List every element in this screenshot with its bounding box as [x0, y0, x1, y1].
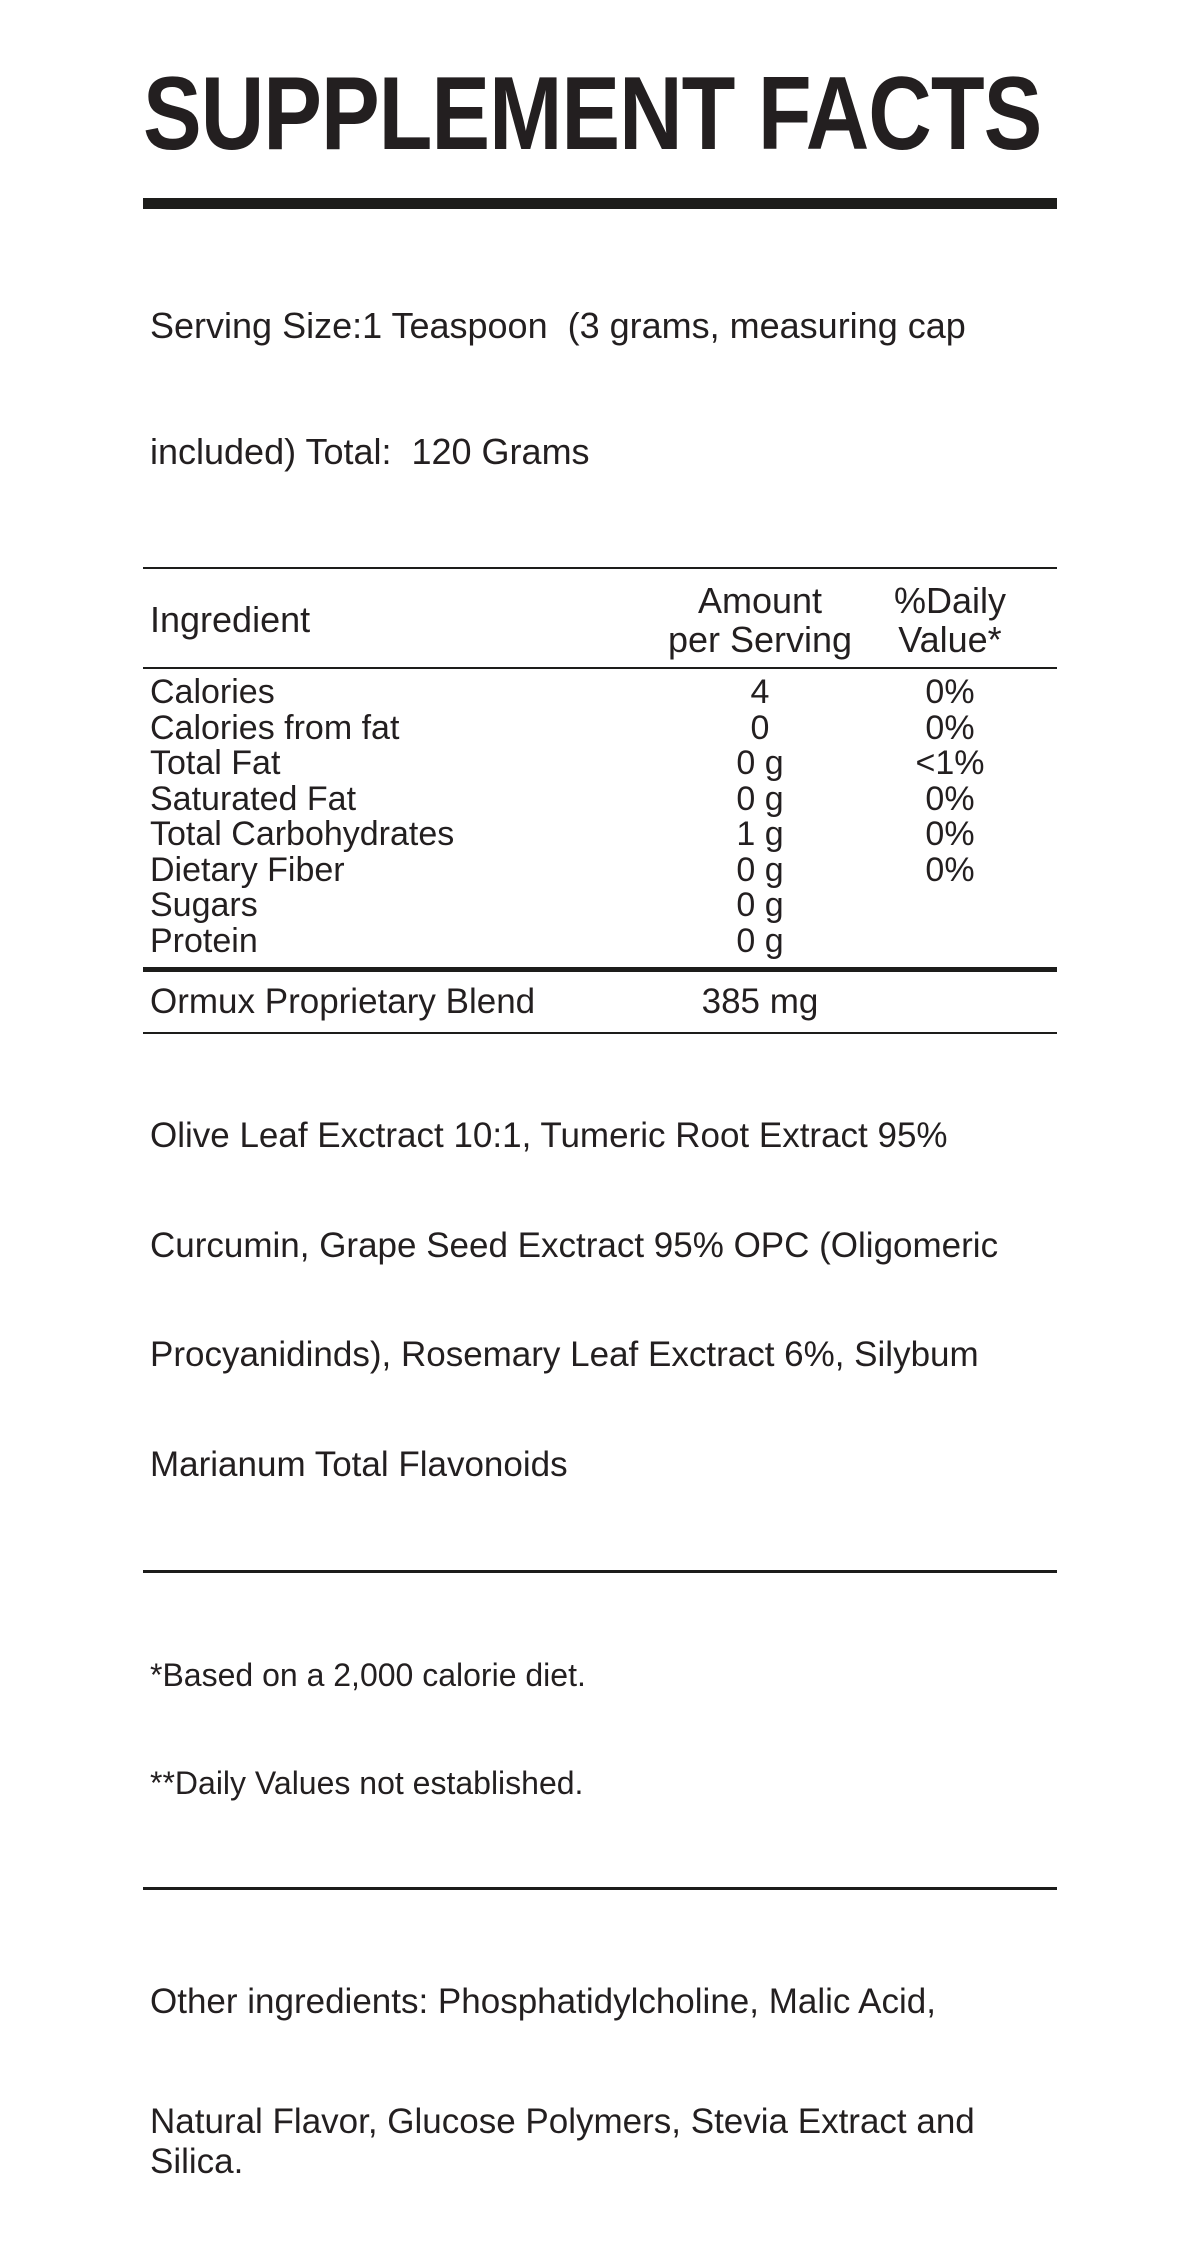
nutrient-daily-value: 0% [925, 815, 975, 853]
blend-description-line-3: Procyanidinds), Rosemary Leaf Exctract 6… [150, 1335, 979, 1374]
table-row: Total Carbohydrates 1 g 0% [143, 815, 1030, 853]
other-ingredients: Other ingredients: Phosphatidylcholine, … [143, 1902, 1057, 2262]
supplement-facts-label: SUPPLEMENT FACTS Serving Size:1 Teaspoon… [143, 0, 1057, 2262]
nutrient-amount: 0 g [736, 850, 784, 889]
nutrient-amount: 1 g [736, 815, 784, 853]
nutrient-name: Saturated Fat [150, 779, 357, 818]
title-divider-bar [143, 198, 1057, 209]
table-row: Saturated Fat 0 g 0% [143, 779, 1030, 818]
column-header-ingredient: Ingredient [150, 599, 311, 640]
proprietary-blend-row: Ormux Proprietary Blend 385 mg [143, 972, 1057, 1032]
nutrient-daily-value: 0% [925, 673, 975, 711]
blend-amount: 385 mg [701, 982, 819, 1021]
blend-description-line-2: Curcumin, Grape Seed Exctract 95% OPC (O… [150, 1225, 999, 1265]
nutrient-daily-value: 0% [925, 850, 975, 889]
nutrient-name: Total Carbohydrates [150, 815, 455, 853]
table-row: Calories from fat 0 0% [143, 708, 1030, 747]
serving-line-1: Serving Size:1 Teaspoon (3 grams, measur… [150, 305, 966, 346]
divider-above-blend [143, 967, 1057, 972]
blend-description: Olive Leaf Exctract 10:1, Tumeric Root E… [143, 1045, 1057, 1556]
blend-description-line-1: Olive Leaf Exctract 10:1, Tumeric Root E… [150, 1116, 948, 1155]
divider-above-other-ingredients [143, 1887, 1057, 1890]
nutrient-rows: Calories 4 0% Calories from fat 0 0% Tot… [143, 669, 1057, 967]
column-header-amount-line-1: Amount [697, 580, 823, 621]
serving-line-2: included) Total: 120 Grams [150, 431, 590, 472]
divider-above-header [143, 567, 1057, 569]
nutrient-amount: 4 [750, 673, 770, 711]
blend-name: Ormux Proprietary Blend [150, 982, 536, 1021]
nutrient-daily-value: 0% [925, 779, 975, 818]
table-row: Sugars 0 g [143, 886, 1030, 924]
footnote-daily-values: **Daily Values not established. [150, 1765, 584, 1801]
column-header-daily-value: %Daily Value* [870, 581, 1030, 659]
other-ingredients-line-1: Other ingredients: Phosphatidylcholine, … [150, 1982, 936, 2021]
nutrient-daily-value: <1% [915, 744, 985, 782]
nutrient-daily-value: 0% [925, 708, 975, 747]
page-title: SUPPLEMENT FACTS [143, 54, 1042, 172]
other-ingredients-line-2: Natural Flavor, Glucose Polymers, Stevia… [150, 2102, 985, 2181]
blend-description-line-4: Marianum Total Flavonoids [150, 1444, 568, 1484]
footnotes: *Based on a 2,000 calorie diet. **Daily … [143, 1573, 1057, 1887]
table-row: Dietary Fiber 0 g 0% [143, 850, 1030, 889]
nutrient-name: Calories [150, 673, 275, 711]
column-header-daily-value-line-2: Value* [898, 619, 1002, 660]
table-row: Protein 0 g [143, 921, 1030, 960]
nutrient-amount: 0 g [736, 921, 784, 960]
nutrient-amount: 0 g [736, 744, 784, 782]
nutrient-name: Protein [150, 921, 258, 960]
table-header-row: Ingredient Amount per Serving %Daily Val… [143, 569, 1057, 667]
nutrient-name: Total Fat [150, 744, 281, 782]
nutrient-name: Calories from fat [150, 708, 400, 747]
divider-below-blend [143, 1032, 1057, 1034]
serving-info: Serving Size:1 Teaspoon (3 grams, measur… [143, 221, 1057, 557]
nutrient-amount: 0 g [736, 886, 784, 924]
column-header-amount: Amount per Serving [650, 581, 870, 659]
column-header-amount-line-2: per Serving [667, 619, 853, 660]
nutrient-name: Sugars [150, 886, 258, 924]
footnote-calorie-diet: *Based on a 2,000 calorie diet. [150, 1657, 586, 1693]
nutrient-name: Dietary Fiber [150, 850, 345, 889]
nutrient-amount: 0 [750, 708, 770, 747]
column-header-daily-value-line-1: %Daily [893, 580, 1007, 621]
divider-below-header [143, 667, 1057, 669]
nutrient-amount: 0 g [736, 779, 784, 818]
table-row: Calories 4 0% [143, 673, 1030, 711]
table-row: Total Fat 0 g <1% [143, 744, 1030, 782]
